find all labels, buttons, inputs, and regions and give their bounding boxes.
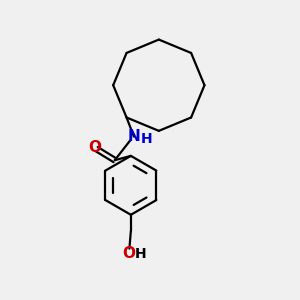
Text: N: N [128,129,140,144]
Text: O: O [122,246,135,261]
Text: H: H [140,132,152,146]
Text: H: H [134,247,146,261]
Text: O: O [88,140,102,155]
